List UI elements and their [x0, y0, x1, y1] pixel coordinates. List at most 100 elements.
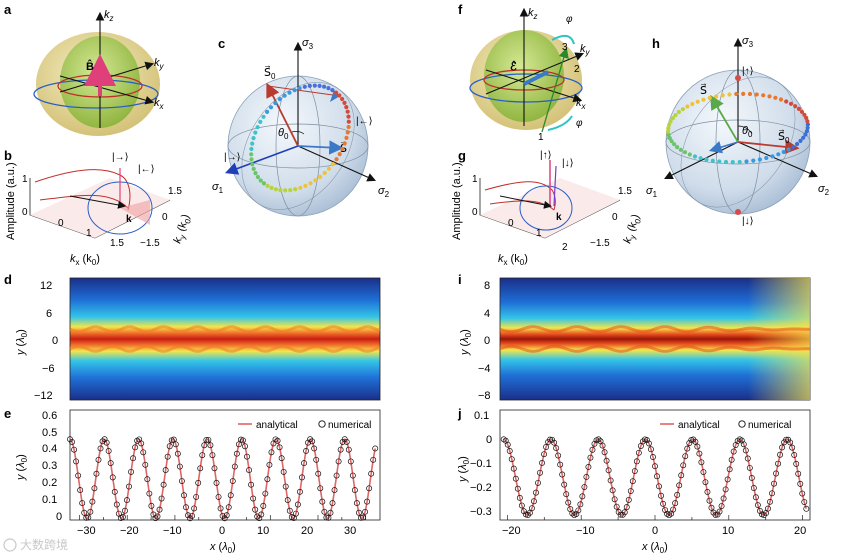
numerical-point — [246, 467, 253, 474]
numerical-point — [702, 479, 709, 486]
xtick-j-2: 0 — [652, 525, 658, 537]
numerical-point — [773, 470, 780, 477]
trajectory-dot — [802, 112, 807, 117]
trajectory-dots-h — [666, 91, 811, 165]
numerical-point — [148, 502, 155, 509]
numerical-point — [121, 507, 128, 514]
numerical-point — [176, 463, 183, 470]
numerical-point — [658, 492, 665, 499]
numerical-point — [627, 488, 634, 494]
numerical-point — [128, 468, 134, 475]
ytick-i-2: 0 — [484, 335, 490, 347]
trajectory-dot — [741, 91, 746, 96]
trajectory-dot — [322, 170, 327, 176]
numerical-point — [81, 509, 88, 516]
numerical-point — [563, 491, 570, 498]
s-vector-c — [297, 140, 344, 155]
numerical-point — [325, 514, 332, 521]
trajectory-dot — [710, 158, 715, 163]
numerical-point — [256, 515, 263, 522]
numerical-point — [211, 465, 218, 472]
xtick-j-0: −20 — [502, 525, 521, 537]
s2-label-h: σ2 — [818, 183, 830, 197]
numerical-point — [101, 436, 108, 443]
numerical-point — [684, 445, 691, 452]
phi-bottom-f: φ — [576, 118, 583, 129]
numerical-point — [708, 504, 715, 511]
legend-analytical-j: analytical — [678, 420, 720, 431]
numerical-point — [533, 489, 539, 496]
ytick-i-3: −4 — [478, 363, 491, 375]
numerical-point — [79, 500, 86, 507]
numerical-point — [744, 455, 751, 462]
xtick-e-4: 10 — [257, 525, 269, 537]
numerical-point — [518, 502, 525, 509]
ytick-j-3: −0.2 — [470, 482, 492, 494]
numerical-point — [317, 485, 324, 492]
numerical-point — [726, 466, 733, 473]
numerical-point — [678, 472, 685, 479]
legend-circle-e — [318, 420, 326, 428]
numerical-point — [307, 436, 314, 443]
s1-axis-h — [664, 141, 739, 179]
numerical-point — [724, 476, 731, 483]
numerical-point — [537, 469, 543, 476]
numerical-point — [93, 470, 100, 477]
numerical-point — [504, 441, 511, 448]
numerical-point — [276, 444, 283, 451]
num-3-f: 3 — [562, 42, 568, 53]
numerical-point — [203, 436, 210, 443]
numerical-point — [686, 440, 693, 446]
numerical-point — [646, 440, 652, 447]
ytick-j-0: 0.1 — [474, 410, 489, 422]
numerical-point — [319, 498, 326, 505]
s1-label-h: σ1 — [646, 185, 658, 199]
trajectory-dot — [249, 146, 254, 152]
curve-blue-g — [519, 185, 573, 231]
numerical-point — [154, 513, 161, 520]
numerical-point — [555, 452, 562, 459]
trajectory-dot — [717, 159, 722, 164]
s2-axis-h — [737, 141, 819, 178]
watermark-text: 大数跨境 — [20, 537, 68, 552]
trajectory-dot — [676, 109, 682, 115]
kxt-g-2: 2 — [562, 242, 568, 253]
numerical-point — [688, 436, 695, 443]
kyt-b-1: 0 — [162, 212, 168, 223]
xlabel-j: x (λ0) — [641, 541, 668, 555]
numerical-point — [748, 475, 755, 481]
meridian2-h — [680, 76, 796, 208]
numerical-point — [585, 463, 592, 470]
panel-label-j: j — [457, 406, 462, 421]
numerical-point — [801, 499, 808, 505]
numerical-point — [674, 491, 681, 498]
numerical-point — [268, 449, 275, 456]
numerical-point — [311, 445, 318, 452]
trajectory-dot — [805, 125, 810, 130]
numerical-point — [183, 504, 189, 511]
ytick-j-1: 0 — [486, 434, 492, 446]
numerical-point — [680, 462, 687, 469]
analytical-line-j — [503, 438, 808, 516]
numerical-point — [69, 438, 75, 445]
numerical-point — [248, 481, 255, 488]
numerical-point — [178, 478, 185, 484]
numerical-point — [119, 514, 126, 520]
numerical-point — [595, 436, 602, 443]
numerical-point — [633, 458, 640, 465]
numerical-point — [158, 495, 165, 502]
trajectory-dot — [796, 106, 802, 111]
numerical-point — [213, 479, 220, 486]
theta-label-h: θ0 — [742, 125, 753, 139]
numerical-point — [73, 458, 80, 465]
trajectory-dot — [720, 93, 725, 98]
numerical-point — [124, 497, 130, 504]
trajectory-dot — [801, 135, 806, 140]
numerical-point — [266, 461, 273, 468]
numerical-point — [142, 461, 149, 468]
numerical-point — [353, 500, 360, 507]
xtick-e-0: −30 — [77, 525, 96, 537]
kxt-g-1: 1 — [536, 228, 542, 239]
kz-label-f: kz — [528, 7, 538, 21]
trajectory-dot — [344, 135, 349, 140]
